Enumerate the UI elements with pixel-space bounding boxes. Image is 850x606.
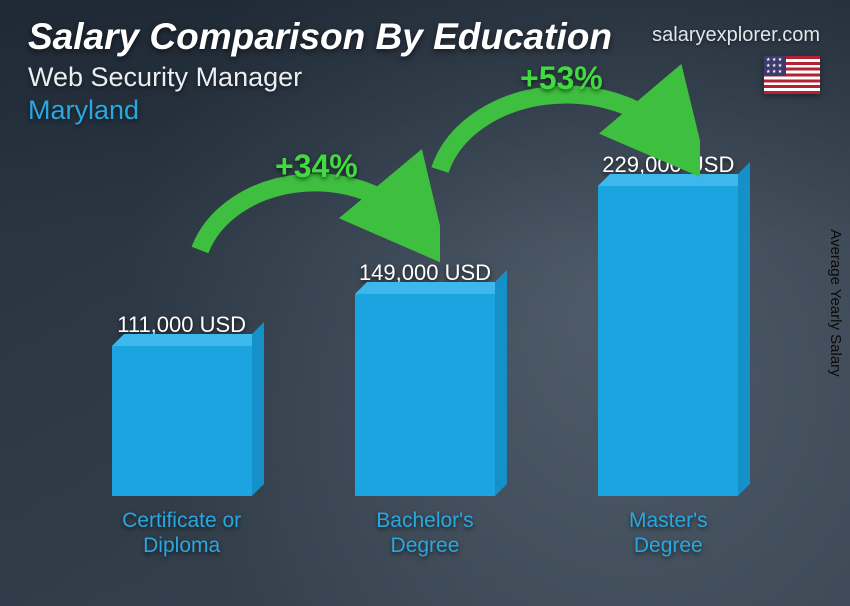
bar-front-face bbox=[112, 346, 252, 496]
bar-group-0: 111,000 USD bbox=[82, 312, 282, 496]
bar-front-face bbox=[598, 186, 738, 496]
bar-0 bbox=[112, 346, 252, 496]
x-label-2-line2: Degree bbox=[634, 534, 703, 557]
bar-group-2: 229,000 USD bbox=[568, 152, 768, 496]
bar-1 bbox=[355, 294, 495, 496]
x-label-0: Certificate or Diploma bbox=[82, 508, 282, 558]
x-label-0-line1: Certificate or bbox=[122, 509, 241, 532]
x-label-2-line1: Master's bbox=[629, 509, 708, 532]
job-title: Web Security Manager bbox=[28, 62, 822, 93]
bar-side-face bbox=[738, 162, 750, 496]
x-label-0-line2: Diploma bbox=[143, 534, 220, 557]
region: Maryland bbox=[28, 95, 822, 126]
bar-side-face bbox=[252, 322, 264, 496]
bar-top-face bbox=[112, 334, 264, 346]
chart-area: +34% +53% 111,000 USD 149,000 USD bbox=[60, 150, 790, 546]
increase-arrow-1: +34% bbox=[180, 120, 440, 280]
x-label-1: Bachelor's Degree bbox=[325, 508, 525, 558]
bar-front-face bbox=[355, 294, 495, 496]
increase-pct-1: +34% bbox=[275, 148, 358, 185]
x-label-1-line1: Bachelor's bbox=[376, 509, 473, 532]
y-axis-label: Average Yearly Salary bbox=[827, 229, 844, 376]
bar-top-face bbox=[355, 282, 507, 294]
chart-title: Salary Comparison By Education bbox=[28, 16, 822, 58]
arrow-icon bbox=[180, 120, 440, 280]
x-label-2: Master's Degree bbox=[568, 508, 768, 558]
header: Salary Comparison By Education Web Secur… bbox=[28, 16, 822, 126]
bar-group-1: 149,000 USD bbox=[325, 260, 525, 496]
x-label-1-line2: Degree bbox=[391, 534, 460, 557]
bar-side-face bbox=[495, 270, 507, 496]
x-labels: Certificate or Diploma Bachelor's Degree… bbox=[60, 508, 790, 558]
bar-2 bbox=[598, 186, 738, 496]
